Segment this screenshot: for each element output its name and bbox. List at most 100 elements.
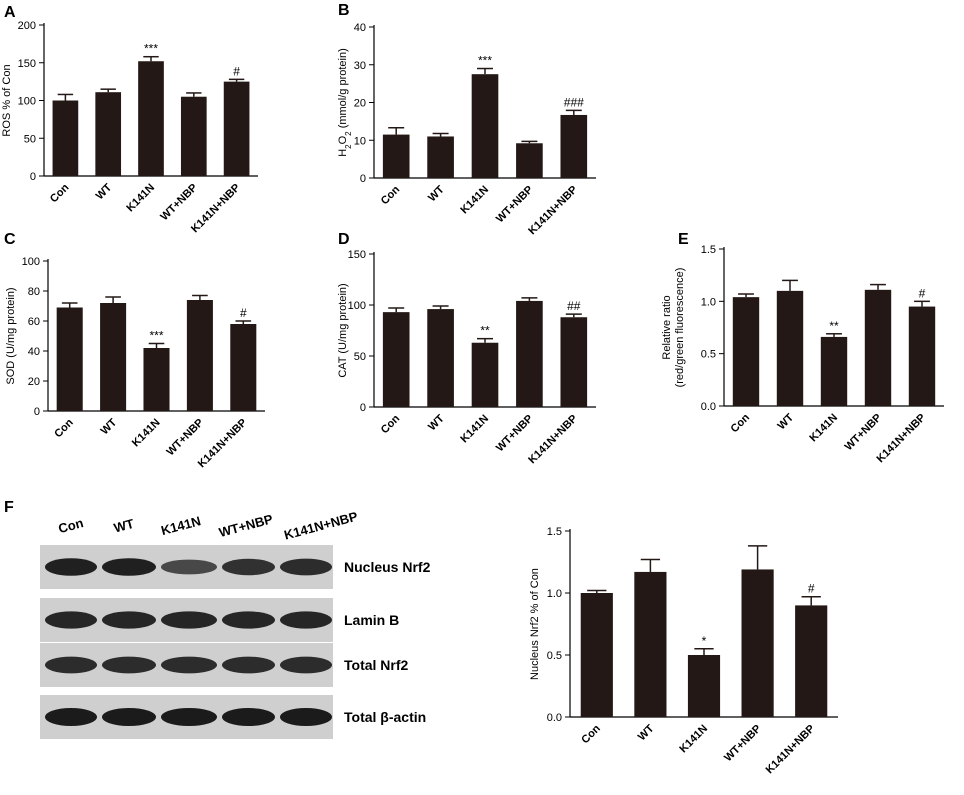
y-tick-label: 0.5 bbox=[547, 650, 562, 662]
significance-label: # bbox=[808, 582, 815, 596]
bar bbox=[95, 92, 122, 176]
y-axis-label: H2O2 (mmol/g protein) bbox=[337, 48, 353, 157]
category-label: K141N bbox=[124, 182, 157, 215]
bar bbox=[100, 303, 127, 411]
blot-band bbox=[222, 708, 275, 726]
y-tick-label: 1.5 bbox=[547, 526, 562, 538]
bar bbox=[741, 569, 774, 717]
bar bbox=[471, 342, 499, 407]
y-tick-label: 0.5 bbox=[701, 349, 716, 361]
blot-band bbox=[161, 611, 217, 629]
y-tick-label: 30 bbox=[354, 60, 366, 72]
western-blot: Con WT K141N WT+NBP K141N+NBP Nucleus Nrf2 Lam… bbox=[40, 509, 431, 739]
y-tick-label: 0 bbox=[30, 171, 36, 183]
blot-band bbox=[222, 656, 275, 674]
blot-band bbox=[45, 656, 97, 674]
bar bbox=[56, 307, 83, 411]
y-axis-label: ROS % of Con bbox=[1, 64, 13, 136]
bar bbox=[382, 134, 410, 178]
category-label: Con bbox=[48, 181, 72, 205]
y-tick-label: 1.0 bbox=[547, 588, 562, 600]
blot-band bbox=[280, 611, 332, 629]
y-tick-label: 60 bbox=[28, 316, 40, 328]
blot-band bbox=[222, 611, 275, 629]
significance-label: ** bbox=[829, 319, 839, 333]
significance-label: ### bbox=[564, 95, 584, 109]
y-tick-label: 0 bbox=[360, 173, 366, 185]
y-tick-label: 200 bbox=[18, 20, 36, 32]
significance-label: *** bbox=[478, 54, 492, 68]
category-label: WT+NBP bbox=[158, 182, 200, 224]
significance-label: # bbox=[233, 64, 240, 78]
bar bbox=[52, 100, 79, 176]
blot-band bbox=[280, 656, 332, 674]
bar bbox=[516, 143, 543, 178]
blot-row-label: Lamin B bbox=[344, 612, 399, 628]
significance-label: # bbox=[240, 306, 247, 320]
y-axis-label: SOD (U/mg protein) bbox=[5, 287, 17, 384]
bar bbox=[560, 317, 588, 407]
bar bbox=[427, 136, 454, 178]
y-tick-label: 1.0 bbox=[701, 296, 716, 308]
blot-band bbox=[161, 559, 217, 575]
category-label: Con bbox=[379, 412, 403, 436]
category-label: K141N bbox=[807, 412, 840, 445]
significance-label: * bbox=[702, 634, 707, 648]
category-label: WT bbox=[426, 183, 447, 204]
significance-label: *** bbox=[144, 42, 158, 56]
bar bbox=[180, 96, 207, 176]
panel-label-c: C bbox=[4, 231, 16, 248]
bar bbox=[634, 571, 667, 717]
bar bbox=[795, 605, 828, 717]
y-tick-label: 0.0 bbox=[547, 712, 562, 724]
y-tick-label: 20 bbox=[28, 376, 40, 388]
y-tick-label: 100 bbox=[22, 256, 40, 268]
y-tick-label: 150 bbox=[18, 58, 36, 70]
category-label: WT bbox=[426, 412, 447, 433]
category-label: K141N bbox=[458, 413, 491, 446]
category-label: K141N bbox=[677, 723, 710, 756]
panel-label-b: B bbox=[338, 2, 350, 19]
category-label: WT+NBP bbox=[164, 417, 206, 459]
category-label: WT bbox=[94, 181, 115, 202]
y-tick-label: 50 bbox=[24, 133, 36, 145]
blot-band bbox=[45, 611, 97, 629]
bar bbox=[580, 593, 613, 717]
blot-row-label: Nucleus Nrf2 bbox=[344, 559, 431, 575]
bar bbox=[186, 300, 213, 411]
bar bbox=[732, 297, 760, 406]
blot-row-label: Total β-actin bbox=[344, 709, 426, 725]
bar bbox=[143, 348, 170, 411]
bar bbox=[776, 290, 804, 406]
y-tick-label: 50 bbox=[354, 351, 366, 363]
blot-band bbox=[161, 656, 217, 674]
bar bbox=[230, 324, 257, 411]
bar bbox=[471, 74, 499, 178]
category-label: K141N bbox=[458, 184, 491, 217]
blot-band bbox=[102, 708, 156, 726]
bar bbox=[864, 289, 892, 406]
category-label: WT bbox=[776, 411, 797, 432]
lane-label: Con bbox=[57, 515, 85, 536]
y-tick-label: 0 bbox=[34, 406, 40, 418]
blot-band bbox=[102, 656, 156, 674]
y-tick-label: 100 bbox=[18, 96, 36, 108]
y-tick-label: 0 bbox=[360, 402, 366, 414]
category-label: Con bbox=[379, 183, 403, 207]
blot-band bbox=[45, 708, 97, 726]
category-label: Con bbox=[729, 411, 753, 435]
y-axis-label: CAT (U/mg protein) bbox=[337, 283, 349, 377]
category-label: WT+NBP bbox=[494, 413, 536, 455]
y-tick-label: 40 bbox=[28, 346, 40, 358]
significance-label: ** bbox=[480, 324, 490, 338]
y-axis-label: Nucleus Nrf2 % of Con bbox=[529, 568, 541, 680]
category-label: WT bbox=[99, 416, 120, 437]
category-label: WT bbox=[636, 722, 657, 743]
y-axis-label: Relative ratio bbox=[661, 295, 673, 359]
blot-row-label: Total Nrf2 bbox=[344, 657, 409, 673]
bar bbox=[560, 114, 588, 178]
